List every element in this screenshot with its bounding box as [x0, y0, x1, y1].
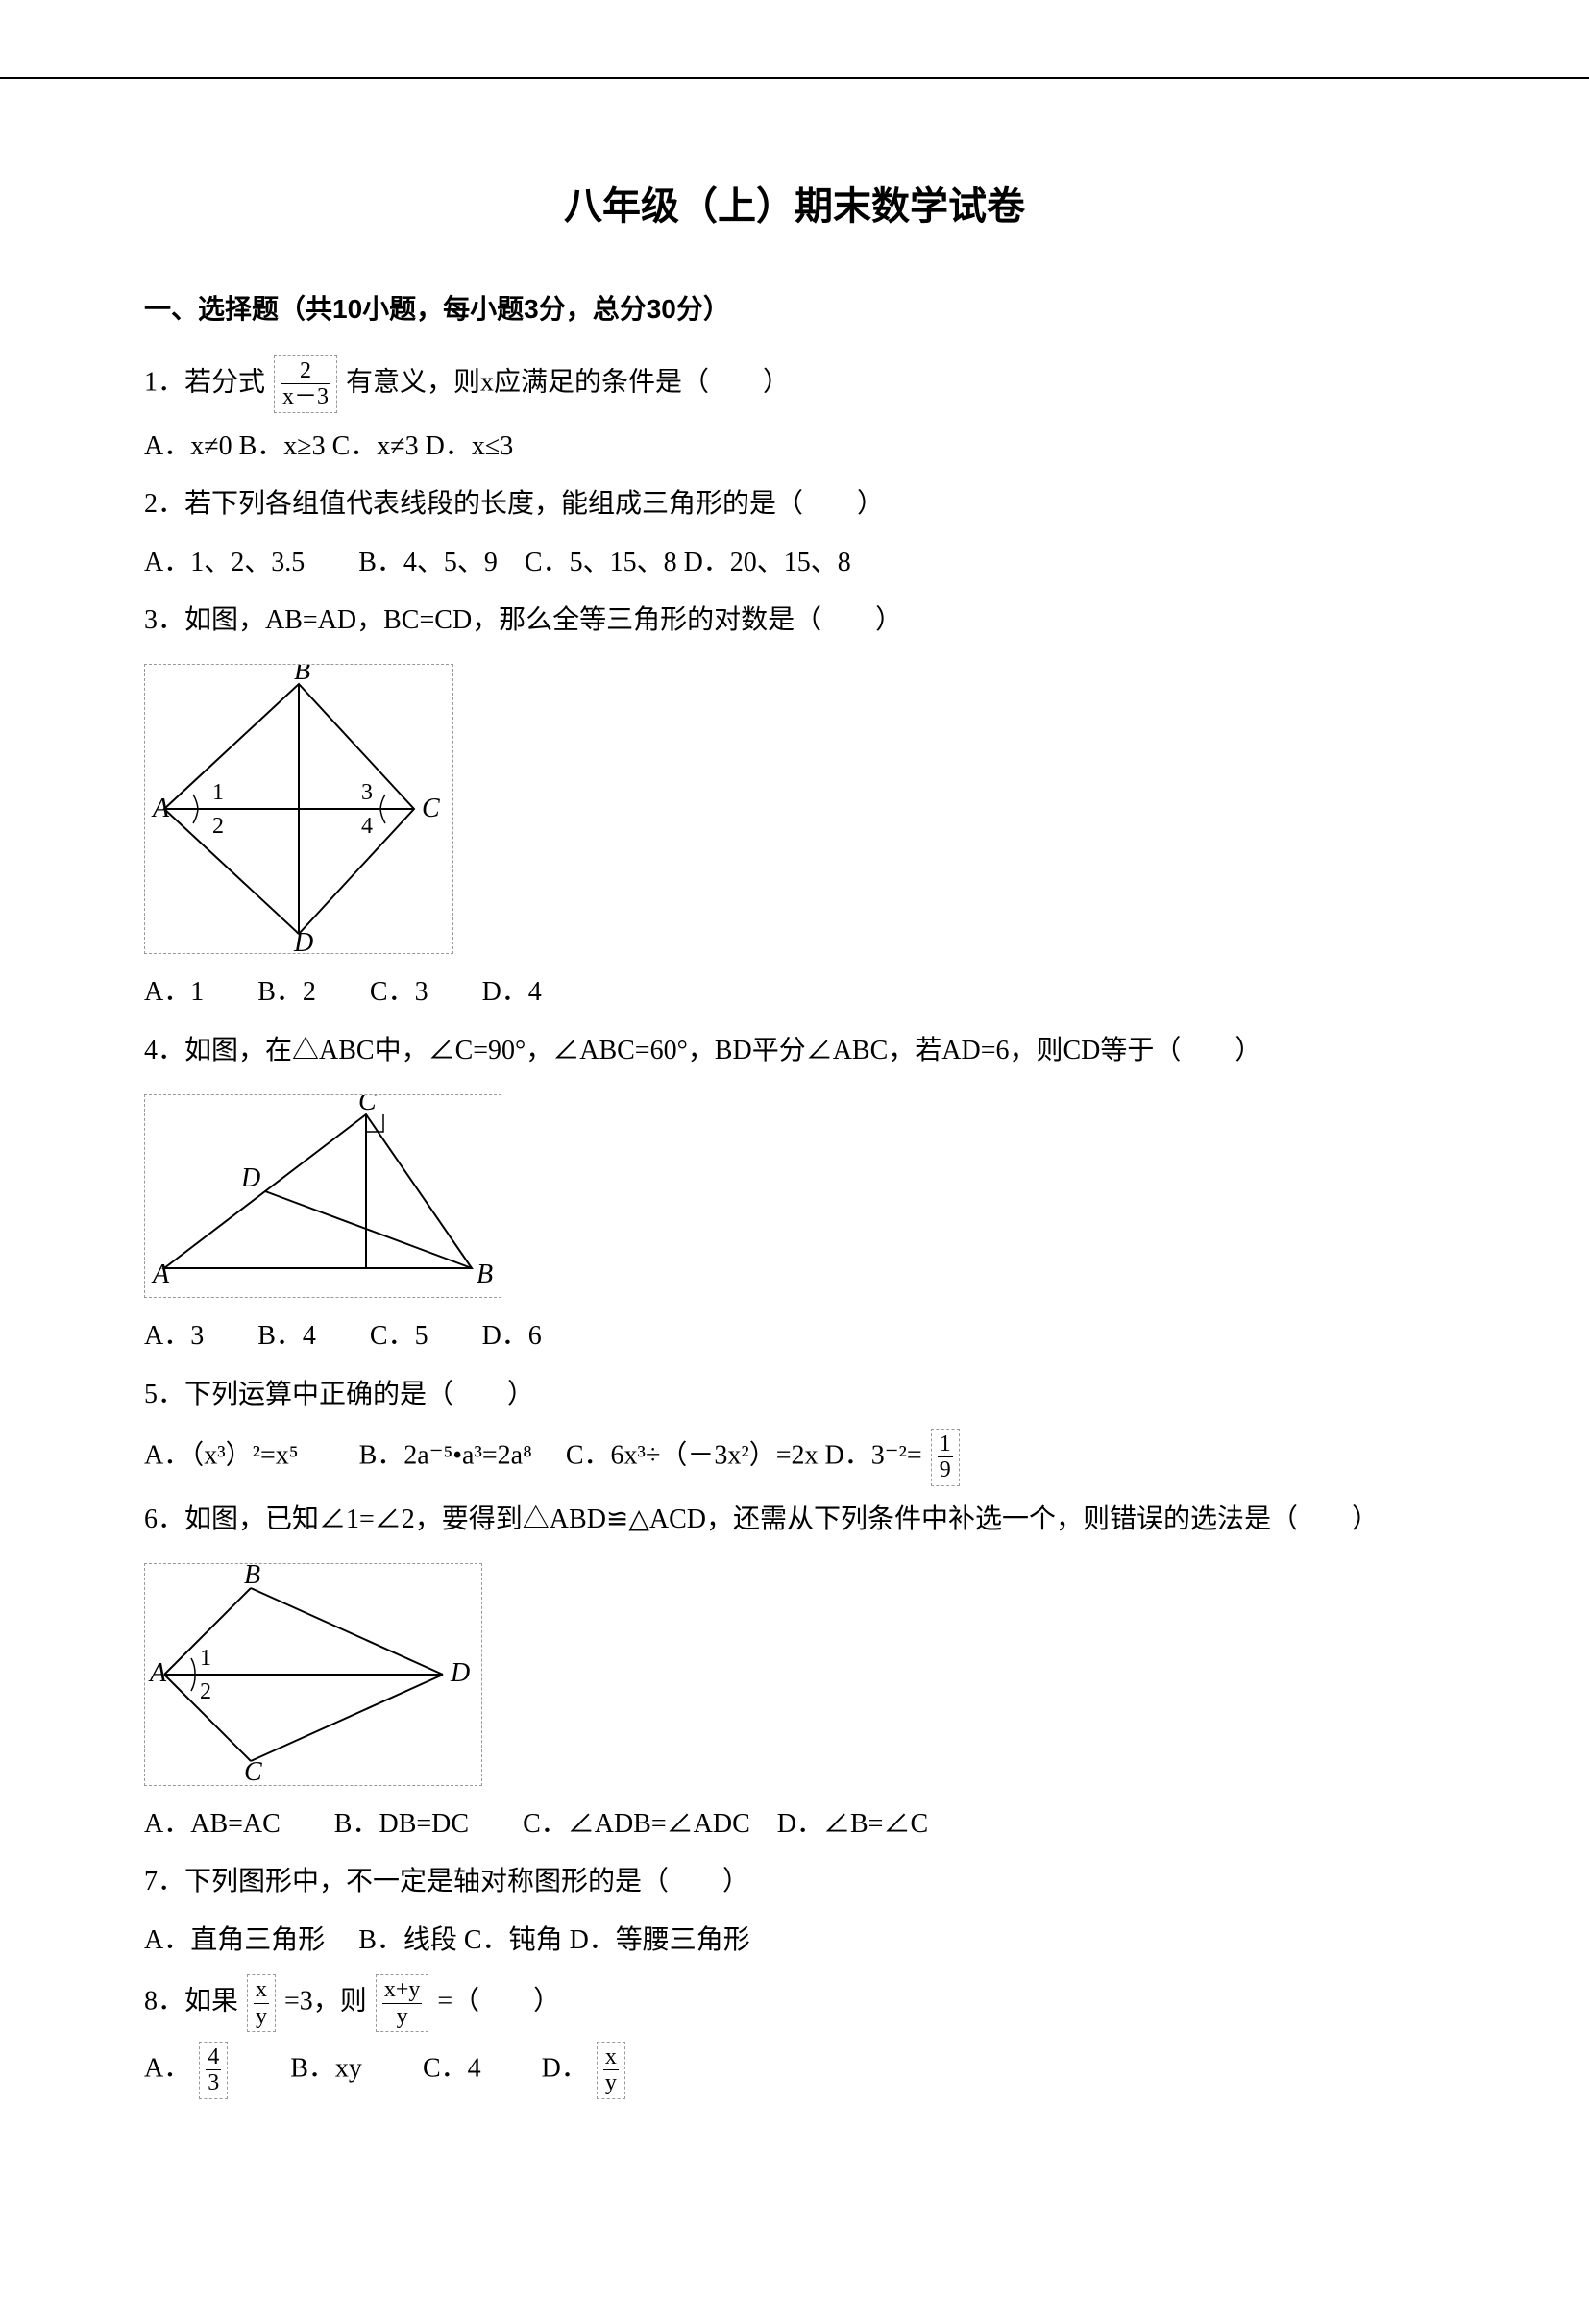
- q8-optC: C．4: [423, 2053, 481, 2083]
- q6-label-A: A: [148, 1658, 167, 1688]
- q4-label-B: B: [477, 1260, 493, 1289]
- q5-frac-num: 1: [938, 1431, 953, 1457]
- q5-fraction: 1 9: [931, 1429, 960, 1486]
- q1-frac-den: x－3: [281, 384, 330, 409]
- q3-label-B: B: [294, 665, 310, 686]
- q5-options: A．（x³）²=x⁵ B．2a⁻⁵•a³=2a⁸ C．6x³÷（－3x²）=2x…: [144, 1429, 1445, 1486]
- q8-optA-pre: A．: [144, 2053, 190, 2083]
- q8-f2-den: y: [382, 2004, 423, 2029]
- q4-label-D: D: [240, 1163, 260, 1193]
- q3-num-4: 4: [361, 814, 373, 839]
- q2-options: A．1、2、3.5 B．4、5、9 C．5、15、8 D．20、15、8: [144, 539, 1445, 587]
- q5-optC: C．6x³÷（－3x²）=2x D．3⁻²=: [566, 1440, 922, 1470]
- q8-suffix: =（ ）: [437, 1987, 560, 2017]
- q3-options: A．1 B．2 C．3 D．4: [144, 968, 1445, 1016]
- q3-label-A: A: [151, 794, 170, 823]
- question-1: 1．若分式 2 x－3 有意义，则x应满足的条件是（ ）: [144, 355, 1445, 413]
- q8-optD-frac: x y: [597, 2042, 625, 2099]
- question-3: 3．如图，AB=AD，BC=CD，那么全等三角形的对数是（ ）: [144, 597, 1445, 645]
- question-8: 8．如果 x y =3，则 x+y y =（ ）: [144, 1974, 1445, 2032]
- q8-f1-num: x: [254, 1977, 269, 2003]
- q7-options: A．直角三角形 B．线段 C．钝角 D．等腰三角形: [144, 1917, 1445, 1965]
- section-header: 一、选择题（共10小题，每小题3分，总分30分）: [144, 288, 1445, 327]
- q4-options: A．3 B．4 C．5 D．6: [144, 1312, 1445, 1360]
- q5-frac-den: 9: [938, 1457, 953, 1482]
- q3-figure: A B C D 1 2 3 4: [144, 664, 453, 954]
- q8-optA-frac: 4 3: [199, 2042, 228, 2099]
- q8-optA-num: 4: [206, 2044, 221, 2070]
- q5-optB: B．2a⁻⁵•a³=2a⁸: [359, 1440, 532, 1470]
- q8-optA-den: 3: [206, 2070, 221, 2095]
- q1-prefix: 1．若分式: [144, 367, 265, 397]
- q8-optD-den: y: [603, 2070, 619, 2095]
- q1-options: A．x≠0 B．x≥3 C．x≠3 D．x≤3: [144, 423, 1445, 471]
- q8-f1-den: y: [254, 2004, 269, 2029]
- q3-label-C: C: [422, 794, 440, 823]
- question-7: 7．下列图形中，不一定是轴对称图形的是（ ）: [144, 1858, 1445, 1906]
- page-title: 八年级（上）期末数学试卷: [144, 175, 1445, 231]
- q8-optD-pre: D．: [542, 2053, 588, 2083]
- q8-optB: B．xy: [290, 2053, 362, 2083]
- q3-num-1: 1: [212, 780, 224, 805]
- q1-fraction: 2 x－3: [274, 355, 337, 413]
- q6-label-D: D: [450, 1658, 470, 1688]
- q6-label-C: C: [244, 1757, 262, 1785]
- q6-label-B: B: [244, 1564, 260, 1590]
- q3-label-D: D: [293, 928, 313, 953]
- q6-num-2: 2: [200, 1679, 211, 1704]
- q3-num-2: 2: [212, 814, 224, 839]
- question-2: 2．若下列各组值代表线段的长度，能组成三角形的是（ ）: [144, 480, 1445, 528]
- q8-options: A． 4 3 B．xy C．4 D． x y: [144, 2042, 1445, 2099]
- question-6: 6．如图，已知∠1=∠2，要得到△ABD≌△ACD，还需从下列条件中补选一个，则…: [144, 1496, 1445, 1544]
- q1-suffix: 有意义，则x应满足的条件是（ ）: [346, 367, 790, 397]
- q5-optA: A．（x³）²=x⁵: [144, 1440, 299, 1470]
- q3-num-3: 3: [361, 780, 373, 805]
- q8-optD-num: x: [603, 2044, 619, 2070]
- q8-frac2: x+y y: [376, 1974, 429, 2032]
- question-5: 5．下列运算中正确的是（ ）: [144, 1371, 1445, 1419]
- q4-label-C: C: [358, 1095, 377, 1116]
- q8-frac1: x y: [247, 1974, 276, 2032]
- exam-page: 八年级（上）期末数学试卷 一、选择题（共10小题，每小题3分，总分30分） 1．…: [0, 77, 1589, 2205]
- q8-mid: =3，则: [284, 1987, 367, 2017]
- q8-f2-num: x+y: [382, 1977, 423, 2003]
- q6-figure: A B C D 1 2: [144, 1563, 482, 1786]
- q4-label-A: A: [151, 1260, 170, 1289]
- q6-options: A．AB=AC B．DB=DC C．∠ADB=∠ADC D．∠B=∠C: [144, 1800, 1445, 1848]
- q6-num-1: 1: [200, 1646, 211, 1671]
- q4-figure: A B C D: [144, 1094, 501, 1298]
- question-4: 4．如图，在△ABC中，∠C=90°，∠ABC=60°，BD平分∠ABC，若AD…: [144, 1027, 1445, 1075]
- q1-frac-num: 2: [281, 358, 330, 384]
- q8-prefix: 8．如果: [144, 1987, 238, 2017]
